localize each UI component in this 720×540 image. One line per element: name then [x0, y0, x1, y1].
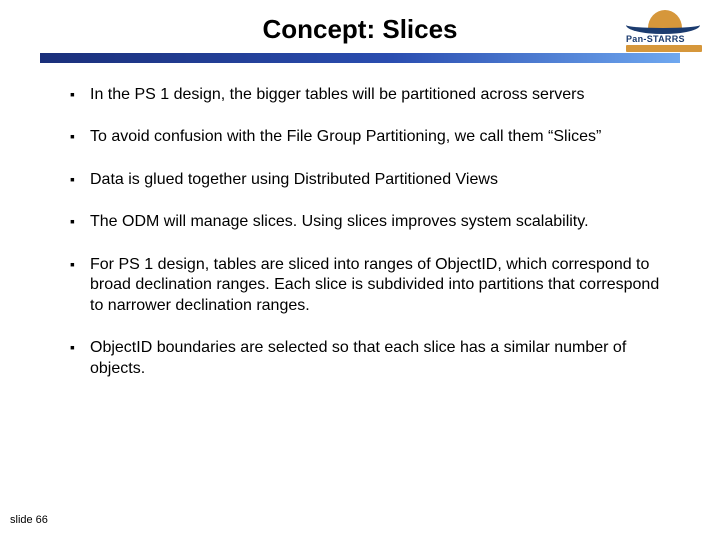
logo-subbar: [626, 45, 702, 52]
square-bullet-icon: ▪: [70, 256, 80, 274]
bullet-text: In the PS 1 design, the bigger tables wi…: [90, 85, 585, 105]
accent-bar: [40, 53, 680, 63]
logo-label: Pan-STARRS: [626, 34, 685, 44]
square-bullet-icon: ▪: [70, 86, 80, 104]
square-bullet-icon: ▪: [70, 128, 80, 146]
bullet-text: The ODM will manage slices. Using slices…: [90, 212, 589, 232]
list-item: ▪ For PS 1 design, tables are sliced int…: [70, 255, 662, 316]
logo: Pan-STARRS: [622, 10, 706, 54]
list-item: ▪ The ODM will manage slices. Using slic…: [70, 212, 662, 232]
logo-swoosh-shape: [626, 16, 700, 34]
square-bullet-icon: ▪: [70, 339, 80, 357]
square-bullet-icon: ▪: [70, 213, 80, 231]
square-bullet-icon: ▪: [70, 171, 80, 189]
bullet-list: ▪ In the PS 1 design, the bigger tables …: [70, 85, 662, 379]
list-item: ▪ To avoid confusion with the File Group…: [70, 127, 662, 147]
bullet-text: For PS 1 design, tables are sliced into …: [90, 255, 662, 316]
list-item: ▪ ObjectID boundaries are selected so th…: [70, 338, 662, 379]
page-title: Concept: Slices: [262, 14, 457, 44]
bullet-text: Data is glued together using Distributed…: [90, 170, 498, 190]
bullet-text: ObjectID boundaries are selected so that…: [90, 338, 662, 379]
list-item: ▪ In the PS 1 design, the bigger tables …: [70, 85, 662, 105]
bullet-text: To avoid confusion with the File Group P…: [90, 127, 601, 147]
content-area: ▪ In the PS 1 design, the bigger tables …: [0, 63, 720, 379]
title-area: Concept: Slices: [0, 0, 720, 53]
list-item: ▪ Data is glued together using Distribut…: [70, 170, 662, 190]
slide-number: slide 66: [10, 514, 48, 526]
